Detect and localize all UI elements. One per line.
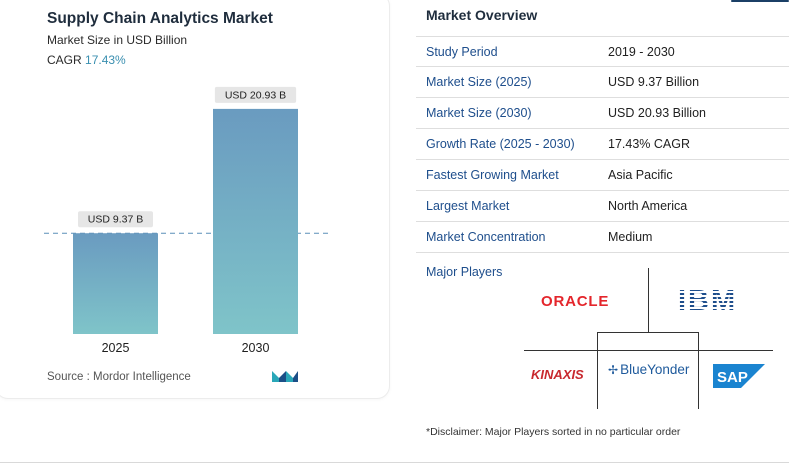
overview-row-value: 17.43% CAGR — [608, 137, 690, 151]
bottom-rule — [0, 462, 789, 463]
players-divider — [524, 350, 773, 351]
overview-row-label: Market Size (2025) — [426, 75, 532, 89]
overview-row-label: Market Size (2030) — [426, 106, 532, 120]
overview-title: Market Overview — [426, 7, 538, 23]
source-line: Source : Mordor Intelligence — [47, 371, 191, 383]
chart-title: Supply Chain Analytics Market — [47, 10, 273, 27]
data-label-bg — [78, 211, 153, 228]
sap-logo-text: SAP — [717, 369, 748, 386]
overview-row-value: 2019 - 2030 — [608, 45, 675, 59]
overview-row-value: USD 9.37 Billion — [608, 75, 700, 89]
oracle-logo: ORACLE — [541, 293, 610, 310]
sap-logo: SAP — [713, 364, 765, 388]
cagr-value: 17.43% — [85, 53, 126, 67]
disclaimer: *Disclaimer: Major Players sorted in no … — [426, 426, 681, 438]
overview-row-value: USD 20.93 Billion — [608, 106, 706, 120]
overview-row: Fastest Growing Market Asia Pacific — [416, 160, 789, 191]
blueyonder-logo: ✢ BlueYonder — [608, 362, 689, 377]
kinaxis-logo: KINAXIS — [531, 367, 584, 382]
overview-row: Market Size (2030) USD 20.93 Billion — [416, 98, 789, 129]
mordor-logo-icon — [272, 371, 298, 382]
overview-row: Growth Rate (2025 - 2030) 17.43% CAGR — [416, 129, 789, 160]
players-divider — [597, 332, 598, 409]
data-label-bg — [214, 86, 297, 103]
overview-row-label: Growth Rate (2025 - 2030) — [426, 137, 575, 151]
cagr-line: CAGR 17.43% — [47, 53, 126, 67]
market-size-card — [0, 0, 389, 398]
bar-2030 — [213, 108, 298, 334]
bar-chart: USD 9.37 B 2025 USD 20.93 B 2030 — [44, 86, 330, 355]
x-tick-label: 2025 — [102, 341, 130, 355]
blueyonder-mark-icon: ✢ — [608, 363, 619, 377]
overview-row-label: Fastest Growing Market — [426, 168, 559, 182]
overview-row-label: Market Concentration — [426, 230, 546, 244]
top-accent-bar — [731, 0, 789, 2]
players-divider — [698, 332, 699, 409]
x-tick-label: 2030 — [242, 341, 270, 355]
overview-row-value: Medium — [608, 230, 653, 244]
overview-row-value: Asia Pacific — [608, 168, 673, 182]
data-label: USD 9.37 B — [88, 214, 143, 226]
source-label: Source : — [47, 371, 90, 383]
blueyonder-logo-text: BlueYonder — [620, 362, 690, 377]
cagr-label: CAGR — [47, 53, 82, 67]
overview-row: Largest Market North America — [416, 191, 789, 222]
chart-subtitle: Market Size in USD Billion — [47, 33, 188, 47]
overview-row-label: Largest Market — [426, 199, 510, 213]
overview-table: Study Period 2019 - 2030 Market Size (20… — [416, 36, 789, 253]
players-divider — [648, 268, 649, 332]
bar-2025 — [73, 233, 158, 334]
major-players-label: Major Players — [426, 265, 503, 279]
overview-row: Market Concentration Medium — [416, 222, 789, 253]
overview-row: Study Period 2019 - 2030 — [416, 36, 789, 67]
players-divider — [597, 332, 698, 333]
overview-row-label: Study Period — [426, 45, 498, 59]
ibm-logo: IBM — [678, 285, 738, 317]
overview-row: Market Size (2025) USD 9.37 Billion — [416, 67, 789, 98]
data-label: USD 20.93 B — [225, 89, 286, 101]
overview-row-value: North America — [608, 199, 688, 213]
source-value: Mordor Intelligence — [93, 371, 191, 383]
